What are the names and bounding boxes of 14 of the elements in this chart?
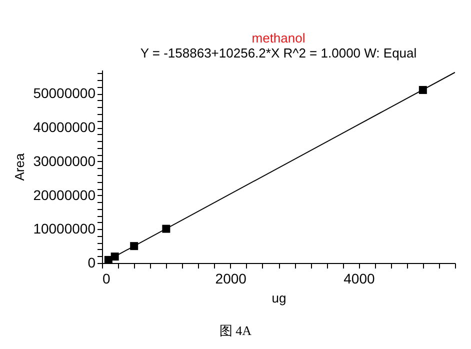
x-tick-label: 4000	[344, 270, 376, 286]
x-axis-title: ug	[272, 290, 286, 306]
caption: 图 4A	[218, 322, 253, 340]
y-tick-label: 40000000	[33, 119, 96, 136]
x-tick-label: 2000	[215, 270, 247, 286]
chart-title: methanol	[252, 30, 306, 46]
y-axis-title: Area	[12, 152, 28, 181]
y-tick-label: 20000000	[33, 186, 96, 203]
y-tick-label: 30000000	[33, 152, 96, 169]
x-tick-label: 0	[102, 270, 110, 286]
chart-subtitle: Y = -158863+10256.2*X R^2 = 1.0000 W: Equal	[140, 45, 417, 60]
y-tick-label: 10000000	[33, 220, 96, 237]
y-tick-label: 50000000	[33, 85, 96, 102]
y-tick-label: 0	[88, 254, 96, 270]
